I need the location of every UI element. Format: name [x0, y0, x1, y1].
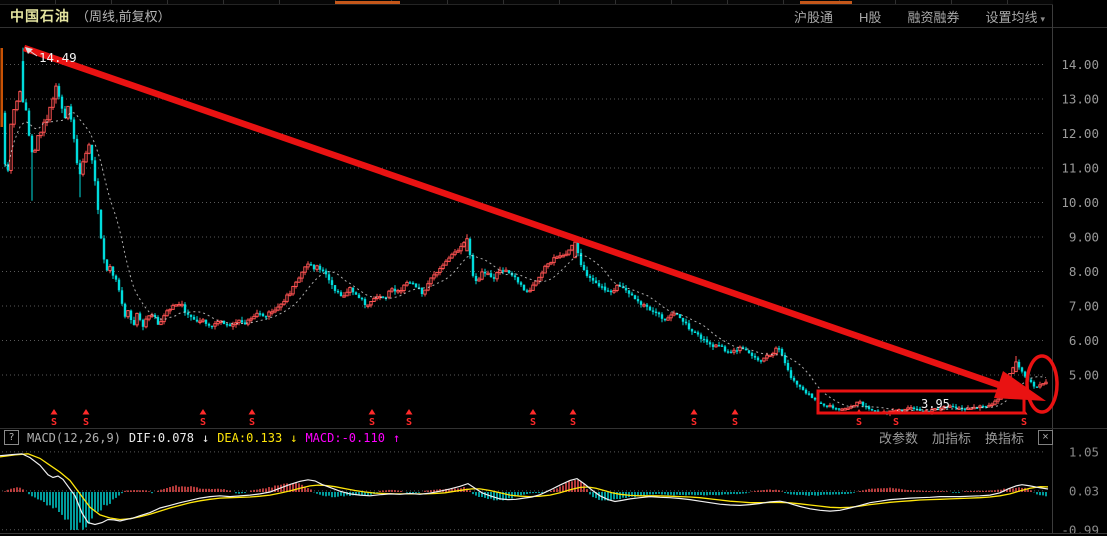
- left-edge-accent: [0, 48, 3, 127]
- svg-text:S: S: [893, 417, 899, 428]
- indicator-name: MACD(12,26,9): [27, 430, 121, 445]
- trendline-arrowhead-icon: [994, 371, 1046, 401]
- axis-divider: [1052, 5, 1053, 533]
- stock-name: 中国石油: [10, 8, 70, 24]
- dif-down-arrow-icon: ↓: [201, 430, 210, 445]
- chevron-down-icon: ▾: [1040, 13, 1045, 24]
- macd-histogram: [4, 480, 1047, 530]
- svg-text:5.00: 5.00: [1069, 368, 1099, 383]
- dif-value: DIF:0.078: [128, 430, 194, 445]
- peak-arrow-icon: [25, 47, 33, 54]
- dea-line: [0, 453, 1049, 521]
- dea-down-arrow-icon: ↓: [290, 430, 298, 445]
- svg-text:10.00: 10.00: [1061, 195, 1099, 210]
- svg-text:S: S: [856, 417, 862, 428]
- svg-text:S: S: [1021, 417, 1027, 428]
- add-indicator-button[interactable]: 加指标: [931, 431, 971, 446]
- ma-line: [4, 112, 1047, 412]
- peak-price-label: 14.49: [39, 50, 77, 65]
- base-price-label: 3.95: [921, 397, 950, 411]
- price-gridlines: 14.00 13.00 12.00 11.00 10.00 9.00 8.00 7.00 6.0…: [2, 57, 1099, 383]
- svg-text:1.05: 1.05: [1069, 446, 1099, 459]
- macd-up-arrow-icon: ↑: [392, 430, 401, 445]
- svg-text:-0.99: -0.99: [1061, 522, 1099, 533]
- base-rectangle: [816, 389, 1026, 415]
- bottom-border: [0, 533, 1107, 536]
- active-tab-indicator-2: [800, 1, 852, 4]
- chart-title-bar: 中国石油 （周线,前复权） 沪股通 H股 融资融券 设置均线 ▾: [0, 5, 1107, 28]
- menu-ma-settings[interactable]: 设置均线 ▾: [985, 9, 1045, 25]
- macd-gridlines: 1.05 0.03 -0.99: [2, 446, 1099, 533]
- svg-text:13.00: 13.00: [1061, 92, 1099, 107]
- dea-value: DEA:0.133: [217, 430, 283, 445]
- switch-indicator-button[interactable]: 换指标: [984, 431, 1024, 446]
- svg-text:S: S: [249, 417, 255, 428]
- menu-h-share[interactable]: H股: [859, 9, 882, 25]
- active-tab-indicator: [335, 1, 400, 4]
- svg-text:12.00: 12.00: [1061, 126, 1099, 141]
- svg-text:0.03: 0.03: [1069, 483, 1099, 498]
- svg-text:S: S: [530, 417, 536, 428]
- svg-text:14.00: 14.00: [1061, 57, 1099, 72]
- macd-value: MACD:-0.110: [305, 430, 385, 445]
- dif-line: [0, 453, 1049, 526]
- menu-margin-trading[interactable]: 融资融券: [907, 9, 960, 25]
- svg-text:8.00: 8.00: [1069, 264, 1099, 279]
- macd-chart[interactable]: 1.05 0.03 -0.99: [0, 446, 1107, 533]
- end-circle: [1025, 354, 1059, 414]
- macd-header-bar: ? MACD(12,26,9) DIF:0.078 ↓ DEA:0.133 ↓ …: [0, 428, 1107, 446]
- svg-text:9.00: 9.00: [1069, 230, 1099, 245]
- svg-text:S: S: [51, 417, 57, 428]
- trend-annotations: [22, 44, 1059, 415]
- svg-text:S: S: [691, 417, 697, 428]
- close-indicator-icon[interactable]: ×: [1038, 430, 1053, 445]
- candlesticks: [3, 47, 1048, 417]
- indicator-help-icon[interactable]: ?: [4, 430, 19, 445]
- svg-text:S: S: [83, 417, 89, 428]
- svg-text:S: S: [200, 417, 206, 428]
- trendline: [22, 44, 1001, 389]
- svg-text:11.00: 11.00: [1061, 161, 1099, 176]
- svg-text:S: S: [369, 417, 375, 428]
- svg-text:6.00: 6.00: [1069, 333, 1099, 348]
- period-adjust-label: （周线,前复权）: [76, 9, 171, 24]
- svg-text:S: S: [732, 417, 738, 428]
- svg-text:7.00: 7.00: [1069, 299, 1099, 314]
- svg-text:S: S: [570, 417, 576, 428]
- menu-hgt[interactable]: 沪股通: [794, 9, 834, 25]
- top-tab-strip: [0, 0, 1053, 5]
- svg-text:S: S: [406, 417, 412, 428]
- price-chart[interactable]: 14.00 13.00 12.00 11.00 10.00 9.00 8.00 7.00 6.0…: [0, 28, 1107, 428]
- change-params-button[interactable]: 改参数: [878, 431, 918, 446]
